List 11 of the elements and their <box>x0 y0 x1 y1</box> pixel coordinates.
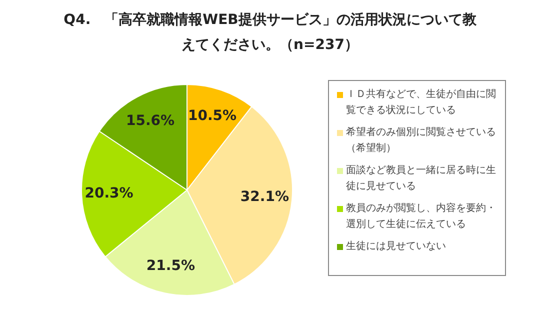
legend-label: 生徒には見せていない <box>346 240 446 254</box>
data-label: 21.5% <box>146 258 195 274</box>
chart-title: Q4. 「高卒就職情報WEB提供サービス」の活用状況について教えてください。（n=237） <box>62 10 478 55</box>
data-label: 20.3% <box>84 185 134 202</box>
legend-label: ＩＤ共有などで、生徒が自由に閲覧できる状況にしている <box>346 88 497 118</box>
legend-label: 教員のみが閲覧し、内容を要約・選別して生徒に伝えている <box>346 202 497 232</box>
legend-label: 面談など教員と一緒に居る時に生徒に見せている <box>346 164 497 194</box>
data-label: 10.5% <box>188 108 237 124</box>
data-label: 32.1% <box>240 189 289 206</box>
legend-label: 希望者のみ個別に閲覧させている（希望制） <box>346 126 497 156</box>
data-label: 15.6% <box>126 112 175 129</box>
